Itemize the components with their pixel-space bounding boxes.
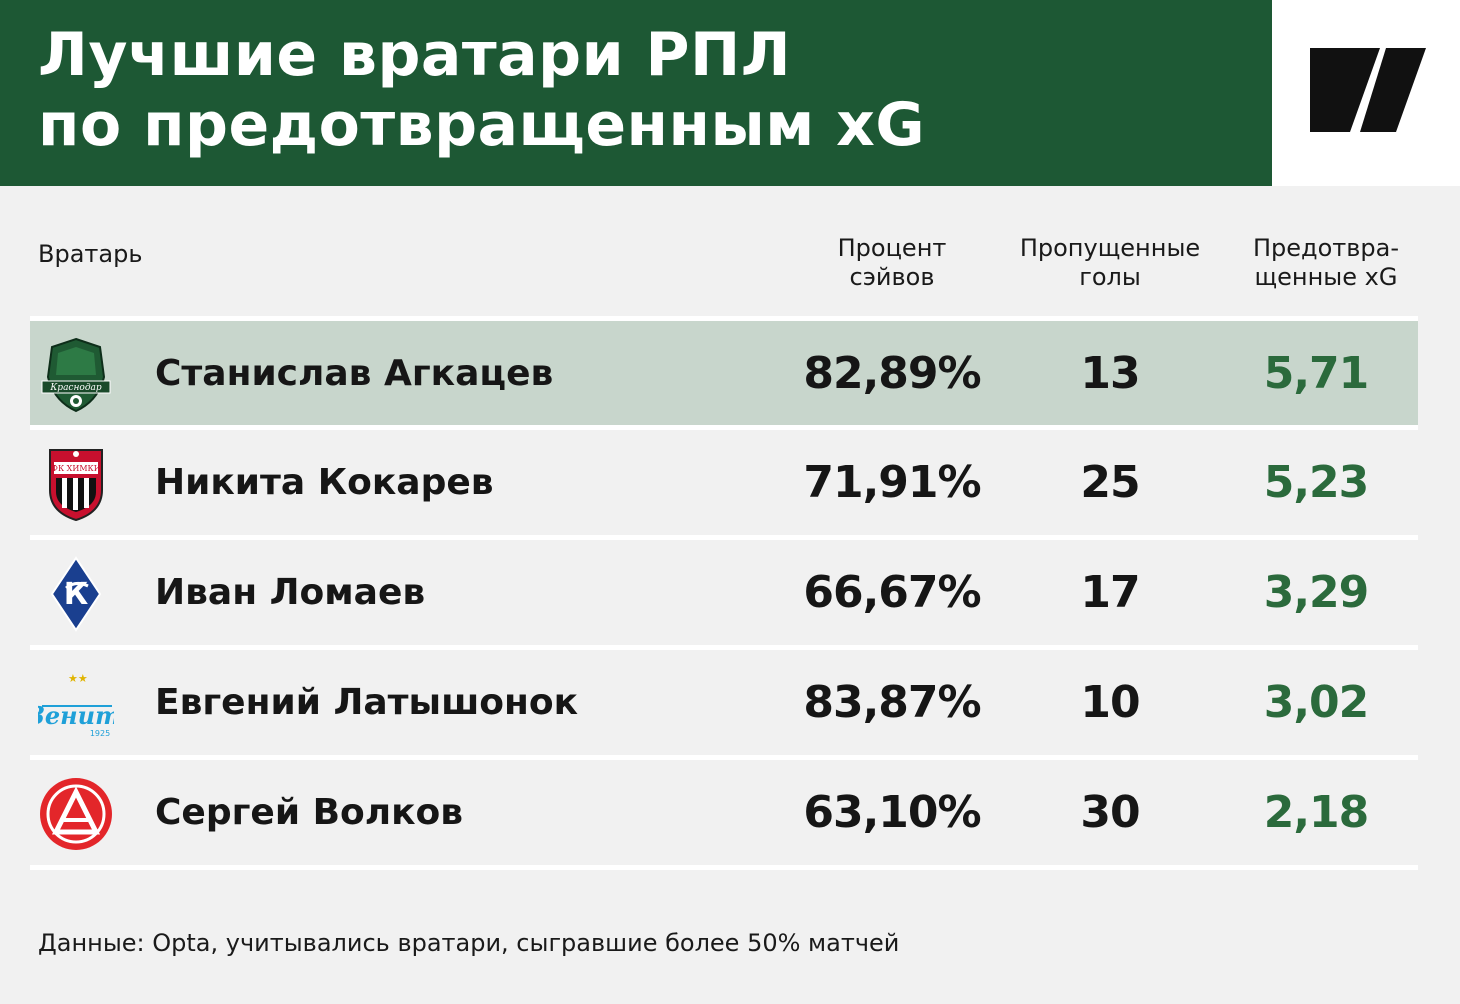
brand-logo bbox=[1272, 0, 1460, 186]
saves-pct-value: 82,89% bbox=[803, 348, 981, 399]
table-row: ★★ Зенит 1925 Евгений Латышонок 83,87% 1… bbox=[30, 650, 1418, 754]
row-divider bbox=[30, 865, 1418, 870]
brand-logo-icon bbox=[1310, 48, 1426, 132]
svg-text:Краснодар: Краснодар bbox=[49, 383, 102, 393]
goals-conceded-value: 17 bbox=[1080, 567, 1140, 618]
khimki-crest-icon: ФК ХИМКИ bbox=[38, 446, 114, 522]
player-name: Иван Ломаев bbox=[155, 572, 426, 613]
column-header-xg: Предотвра-щенные xG bbox=[1252, 234, 1400, 291]
saves-pct-value: 66,67% bbox=[803, 567, 981, 618]
column-header-saves: Процент сэйвов bbox=[837, 234, 947, 291]
table-row: ФК ХИМКИ Никита Кокарев 71,91% 25 5,23 bbox=[30, 430, 1418, 534]
svg-text:Зенит: Зенит bbox=[38, 701, 114, 730]
table-row: Краснодар Станислав Агкацев 82,89% 13 5,… bbox=[30, 321, 1418, 425]
goals-conceded-value: 13 bbox=[1080, 348, 1140, 399]
row-divider bbox=[30, 755, 1418, 760]
saves-pct-value: 83,87% bbox=[803, 677, 981, 728]
krasnodar-crest-icon: Краснодар bbox=[38, 337, 114, 413]
row-divider bbox=[30, 645, 1418, 650]
svg-text:ФК ХИМКИ: ФК ХИМКИ bbox=[51, 464, 100, 473]
page-title-line-1: Лучшие вратари РПЛ bbox=[38, 20, 792, 90]
table-row: Сергей Волков 63,10% 30 2,18 bbox=[30, 760, 1418, 864]
row-divider bbox=[30, 316, 1418, 321]
row-divider bbox=[30, 535, 1418, 540]
column-header-goalkeeper: Вратарь bbox=[38, 240, 143, 268]
column-header-goals: Пропущенные голы bbox=[1019, 234, 1201, 291]
page-title-line-2: по предотвращенным xG bbox=[38, 90, 926, 160]
goals-conceded-value: 10 bbox=[1080, 677, 1140, 728]
svg-text:★★: ★★ bbox=[68, 672, 88, 685]
prevented-xg-value: 3,02 bbox=[1263, 677, 1370, 728]
player-name: Евгений Латышонок bbox=[155, 682, 579, 723]
prevented-xg-value: 5,23 bbox=[1263, 457, 1370, 508]
row-divider bbox=[30, 425, 1418, 430]
player-name: Станислав Агкацев bbox=[155, 353, 554, 394]
prevented-xg-value: 5,71 bbox=[1263, 348, 1370, 399]
header-banner: Лучшие вратари РПЛ по предотвращенным xG bbox=[0, 0, 1272, 186]
saves-pct-value: 63,10% bbox=[803, 787, 981, 838]
prevented-xg-value: 2,18 bbox=[1263, 787, 1370, 838]
player-name: Сергей Волков bbox=[155, 792, 464, 833]
svg-text:1925: 1925 bbox=[90, 729, 110, 738]
prevented-xg-value: 3,29 bbox=[1263, 567, 1370, 618]
krylia-sovetov-crest-icon: К bbox=[38, 556, 114, 632]
goals-conceded-value: 25 bbox=[1080, 457, 1140, 508]
player-name: Никита Кокарев bbox=[155, 462, 494, 503]
goals-conceded-value: 30 bbox=[1080, 787, 1140, 838]
akron-crest-icon bbox=[38, 776, 114, 852]
table-row: К Иван Ломаев 66,67% 17 3,29 bbox=[30, 540, 1418, 644]
saves-pct-value: 71,91% bbox=[803, 457, 981, 508]
source-footnote: Данные: Opta, учитывались вратари, сыгра… bbox=[38, 929, 900, 957]
zenit-crest-icon: ★★ Зенит 1925 bbox=[38, 666, 114, 742]
